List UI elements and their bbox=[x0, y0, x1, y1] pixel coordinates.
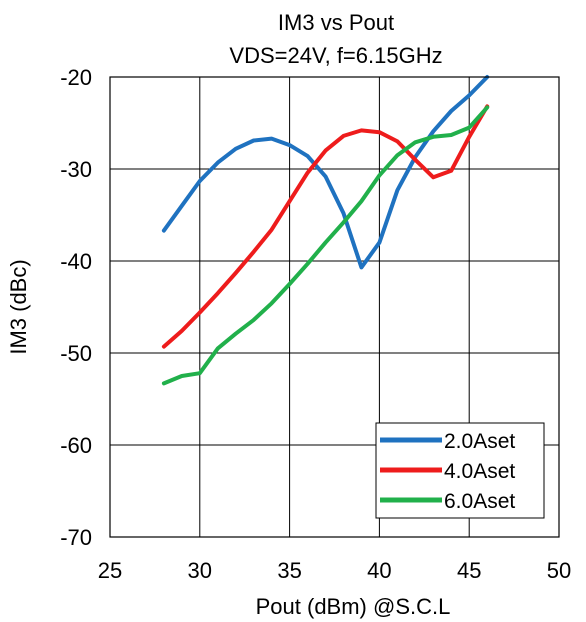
x-tick-label: 40 bbox=[367, 558, 391, 583]
series-line-4-0aset bbox=[161, 104, 490, 349]
chart-title: IM3 vs Pout bbox=[278, 10, 394, 35]
y-tick-label: -40 bbox=[60, 249, 92, 274]
x-tick-label: 50 bbox=[547, 558, 571, 583]
x-tick-label: 35 bbox=[277, 558, 301, 583]
series-line-2-0aset bbox=[161, 75, 490, 270]
legend: 2.0Aset 4.0Aset 6.0Aset bbox=[375, 422, 545, 519]
legend-label: 6.0Aset bbox=[444, 490, 515, 513]
legend-label: 2.0Aset bbox=[444, 430, 515, 453]
x-tick-label: 45 bbox=[457, 558, 481, 583]
y-tick-label: -70 bbox=[60, 525, 92, 550]
y-tick-label: -60 bbox=[60, 433, 92, 458]
chart-subtitle: VDS=24V, f=6.15GHz bbox=[229, 43, 442, 68]
y-tick-label: -50 bbox=[60, 341, 92, 366]
x-tick-label: 25 bbox=[98, 558, 122, 583]
y-tick-label: -30 bbox=[60, 157, 92, 182]
x-tick-label: 30 bbox=[188, 558, 212, 583]
y-axis-label: IM3 (dBc) bbox=[6, 259, 31, 354]
x-axis-label: Pout (dBm) @S.C.L bbox=[256, 594, 451, 619]
plot-area-border bbox=[109, 76, 560, 538]
y-tick-label: -20 bbox=[60, 65, 92, 90]
series-line-6-0aset bbox=[161, 105, 490, 386]
legend-label: 4.0Aset bbox=[444, 460, 515, 483]
